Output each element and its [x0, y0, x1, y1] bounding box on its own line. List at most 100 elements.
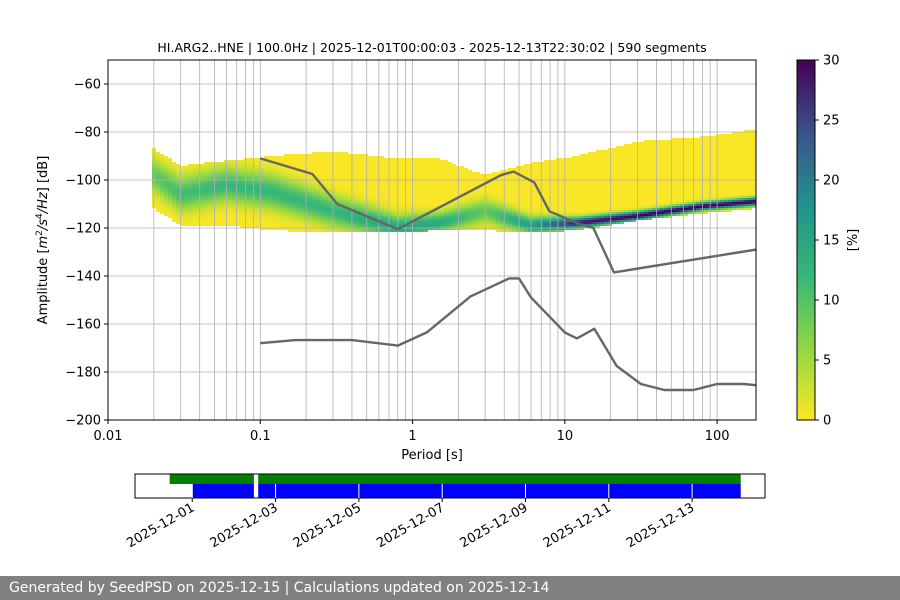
heatmap-cell: [468, 206, 472, 208]
heatmap-cell: [388, 202, 392, 204]
heatmap-cell: [260, 200, 264, 202]
heatmap-cell: [184, 166, 188, 168]
heatmap-cell: [616, 192, 620, 194]
heatmap-cell: [156, 152, 160, 154]
heatmap-cell: [324, 172, 328, 174]
heatmap-cell: [524, 170, 528, 172]
heatmap-cell: [404, 230, 408, 232]
heatmap-cell: [704, 192, 708, 194]
heatmap-cell: [312, 162, 316, 164]
heatmap-cell: [448, 216, 452, 218]
heatmap-cell: [624, 174, 628, 176]
heatmap-cell: [196, 182, 200, 184]
heatmap-cell: [368, 178, 372, 180]
heatmap-cell: [264, 176, 268, 178]
heatmap-cell: [544, 160, 548, 162]
heatmap-cell: [516, 188, 520, 190]
heatmap-cell: [576, 208, 580, 210]
heatmap-cell: [232, 220, 236, 222]
heatmap-cell: [460, 210, 464, 212]
heatmap-cell: [384, 196, 388, 198]
heatmap-cell: [436, 186, 440, 188]
heatmap-cell: [408, 212, 412, 214]
heatmap-cell: [240, 222, 244, 224]
heatmap-cell: [228, 218, 232, 220]
heatmap-cell: [620, 172, 624, 174]
heatmap-cell: [232, 194, 236, 196]
heatmap-cell: [348, 206, 352, 208]
heatmap-cell: [600, 210, 604, 212]
heatmap-cell: [704, 136, 708, 138]
heatmap-cell: [616, 172, 620, 174]
heatmap-cell: [532, 194, 536, 196]
heatmap-cell: [156, 206, 160, 208]
heatmap-cell: [640, 206, 644, 208]
heatmap-cell: [684, 190, 688, 192]
heatmap-cell: [432, 200, 436, 202]
heatmap-cell: [596, 200, 600, 202]
heatmap-cell: [580, 218, 584, 220]
heatmap-cell: [492, 214, 496, 216]
heatmap-cell: [212, 178, 216, 180]
heatmap-cell: [480, 226, 484, 228]
heatmap-cell: [316, 184, 320, 186]
heatmap-cell: [584, 194, 588, 196]
heatmap-cell: [580, 202, 584, 204]
heatmap-cell: [388, 188, 392, 190]
heatmap-cell: [424, 158, 428, 160]
heatmap-cell: [268, 200, 272, 202]
heatmap-cell: [496, 212, 500, 214]
heatmap-cell: [392, 208, 396, 210]
heatmap-cell: [320, 160, 324, 162]
heatmap-cell: [524, 206, 528, 208]
heatmap-cell: [540, 182, 544, 184]
heatmap-cell: [684, 210, 688, 212]
heatmap-cell: [524, 202, 528, 204]
heatmap-cell: [660, 216, 664, 218]
heatmap-cell: [672, 196, 676, 198]
heatmap-cell: [156, 178, 160, 180]
heatmap-cell: [236, 218, 240, 220]
heatmap-cell: [476, 176, 480, 178]
heatmap-cell: [236, 196, 240, 198]
heatmap-cell: [236, 206, 240, 208]
heatmap-cell: [164, 162, 168, 164]
heatmap-cell: [340, 200, 344, 202]
heatmap-cell: [428, 172, 432, 174]
heatmap-cell: [416, 194, 420, 196]
heatmap-cell: [524, 190, 528, 192]
heatmap-cell: [444, 200, 448, 202]
heatmap-cell: [500, 188, 504, 190]
heatmap-cell: [388, 220, 392, 222]
heatmap-cell: [176, 198, 180, 200]
heatmap-cell: [504, 184, 508, 186]
heatmap-cell: [308, 194, 312, 196]
heatmap-cell: [260, 184, 264, 186]
heatmap-cell: [620, 202, 624, 204]
heatmap-cell: [252, 222, 256, 224]
heatmap-cell: [620, 212, 624, 214]
heatmap-cell: [440, 192, 444, 194]
heatmap-cell: [456, 204, 460, 206]
heatmap-cell: [676, 146, 680, 148]
heatmap-cell: [416, 216, 420, 218]
heatmap-cell: [212, 218, 216, 220]
heatmap-cell: [560, 208, 564, 210]
heatmap-cell: [640, 212, 644, 214]
heatmap-cell: [308, 162, 312, 164]
heatmap-cell: [360, 184, 364, 186]
heatmap-cell: [656, 166, 660, 168]
heatmap-cell: [408, 178, 412, 180]
heatmap-cell: [352, 176, 356, 178]
heatmap-cell: [676, 210, 680, 212]
heatmap-cell: [344, 204, 348, 206]
heatmap-cell: [612, 222, 616, 224]
heatmap-cell: [188, 188, 192, 190]
heatmap-cell: [572, 188, 576, 190]
heatmap-cell: [296, 196, 300, 198]
heatmap-cell: [340, 172, 344, 174]
heatmap-cell: [328, 172, 332, 174]
heatmap-cell: [292, 218, 296, 220]
heatmap-cell: [168, 210, 172, 212]
heatmap-cell: [384, 226, 388, 228]
